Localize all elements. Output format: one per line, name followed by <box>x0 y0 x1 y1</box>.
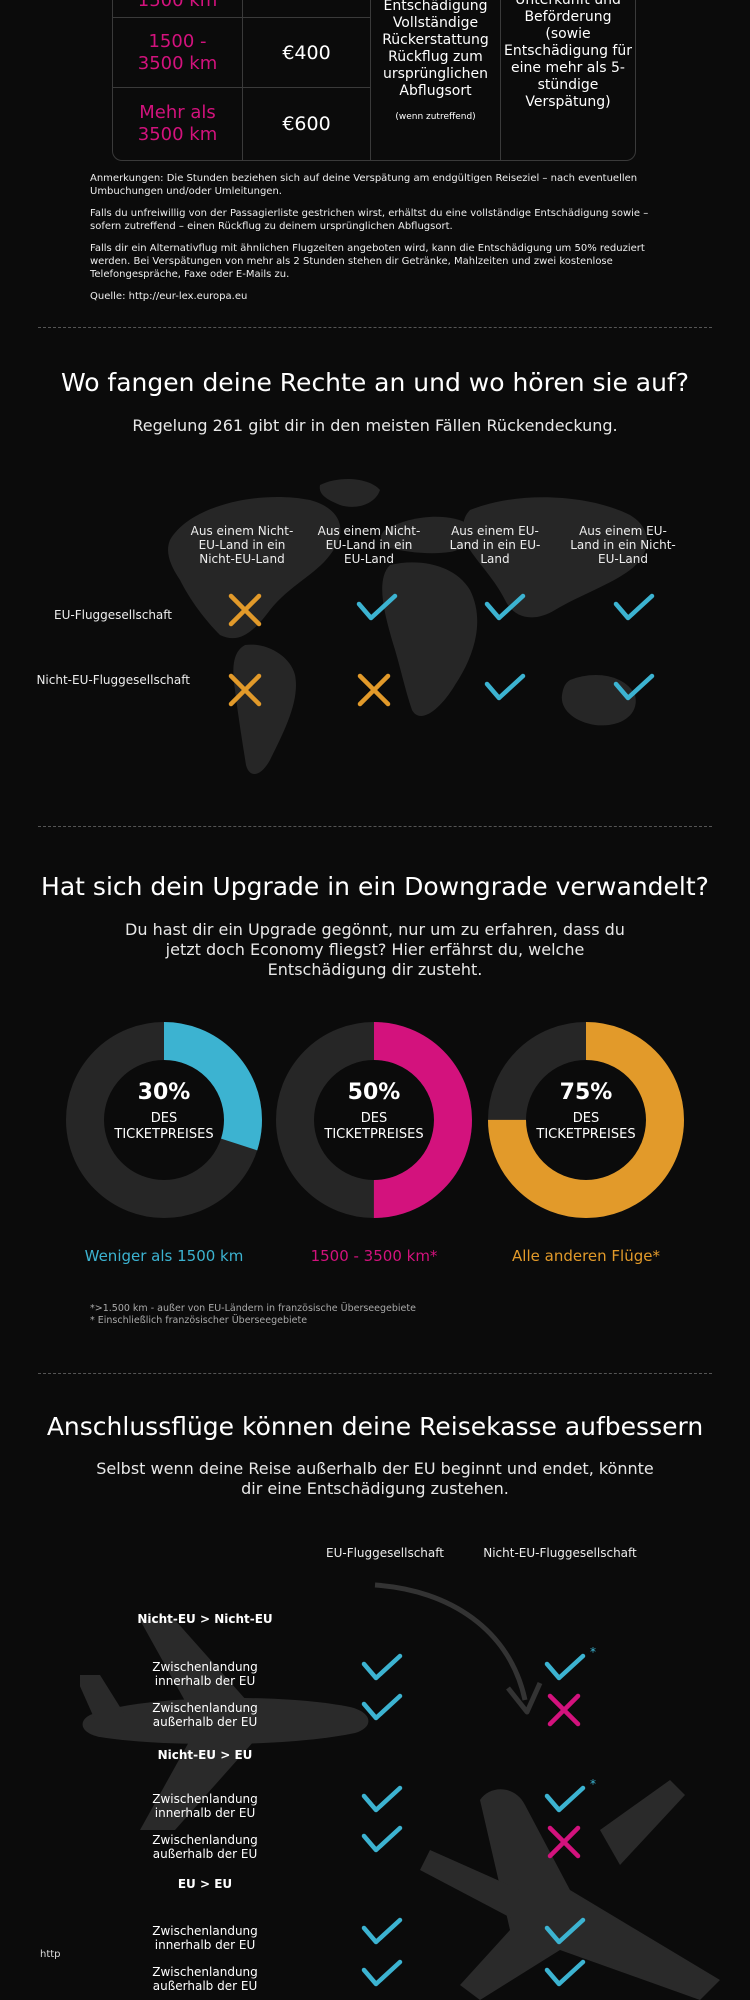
cross-icon <box>547 1825 581 1859</box>
connections-row-label: Zwischenlandung innerhalb der EU <box>152 1924 258 1952</box>
downgrade-title: Hat sich dein Upgrade in ein Downgrade v… <box>41 872 709 901</box>
check-icon <box>544 1917 586 1945</box>
donut-3: 75% DES TICKETPREISES <box>488 1022 684 1218</box>
cross-icon <box>547 1693 581 1727</box>
connections-row-label: Zwischenlandung außerhalb der EU <box>152 1965 258 1993</box>
downgrade-subtitle: Du hast dir ein Upgrade gegönnt, nur um … <box>125 920 625 979</box>
donut-label: TICKETPREISES <box>536 1127 636 1142</box>
table-cell-distance-1: 1500 km <box>113 0 243 18</box>
donut-caption-3: Alle anderen Flüge* <box>512 1247 660 1265</box>
note-source: Quelle: http://eur-lex.europa.eu <box>90 291 248 302</box>
check-icon <box>361 1917 403 1945</box>
donut-des: DES <box>572 1111 600 1126</box>
donut-arc <box>276 1022 472 1218</box>
notes: Anmerkungen: Die Stunden beziehen sich a… <box>90 172 670 303</box>
cross-icon <box>357 673 391 707</box>
donut-des: DES <box>360 1111 388 1126</box>
donut-2: 50% DES TICKETPREISES <box>276 1022 472 1218</box>
divider <box>38 826 712 827</box>
check-icon <box>484 673 526 701</box>
footnote-2: * Einschließlich französischer Überseege… <box>90 1315 308 1326</box>
table-cell-col4: Unterkunft und Beförderung (sowie Entsch… <box>504 0 632 110</box>
table-cell-amount-1 <box>243 0 371 18</box>
connections-subtitle: Selbst wenn deine Reise außerhalb der EU… <box>96 1459 654 1498</box>
check-icon <box>361 1825 403 1853</box>
connections-row-label: Zwischenlandung innerhalb der EU <box>152 1660 258 1688</box>
donut-arc <box>488 1022 684 1218</box>
donut-1: 30% DES TICKETPREISES <box>66 1022 262 1218</box>
footnote-star: * <box>590 1777 596 1791</box>
rights-col-header-4: Aus einem EU-Land in ein Nicht-EU-Land <box>570 524 676 566</box>
table-cell-distance-3: Mehr als 3500 km <box>113 88 243 160</box>
divider <box>38 327 712 328</box>
footnote-star: * <box>590 1645 596 1659</box>
compensation-table: 1500 km Entschädigung Vollständige Rücke… <box>112 0 636 161</box>
donut-caption-1: Weniger als 1500 km <box>84 1247 244 1265</box>
connections-row-label: Zwischenlandung innerhalb der EU <box>152 1792 258 1820</box>
connections-col-non-eu: Nicht-EU-Fluggesellschaft <box>483 1546 637 1560</box>
donut-percent: 50% <box>347 1080 401 1105</box>
donut-ring <box>276 1022 472 1218</box>
connections-title: Anschlussflüge können deine Reisekasse a… <box>46 1412 704 1441</box>
donut-ring <box>488 1022 684 1218</box>
donut-des: DES <box>150 1111 178 1126</box>
connections-row-label: Zwischenlandung außerhalb der EU <box>152 1701 258 1729</box>
rights-row-label-non-eu: Nicht-EU-Fluggesellschaft <box>36 673 190 687</box>
cross-icon <box>228 593 262 627</box>
plane-illustration <box>420 1780 720 2000</box>
footer-http: http <box>40 1949 61 1960</box>
rights-col-header-2: Aus einem Nicht-EU-Land in ein EU-Land <box>317 524 421 566</box>
plane-illustration <box>80 1620 369 1830</box>
table-cell-amount-2: €400 <box>243 18 371 88</box>
note-2: Falls du unfreiwillig von der Passagierl… <box>90 208 649 232</box>
check-icon <box>361 1653 403 1681</box>
rights-subtitle: Regelung 261 gibt dir in den meisten Fäl… <box>132 416 618 435</box>
connections-row-label: Zwischenlandung außerhalb der EU <box>152 1833 258 1861</box>
downgrade-footnotes: *>1.500 km - außer von EU-Ländern in fra… <box>90 1303 590 1327</box>
donut-percent: 75% <box>559 1080 613 1105</box>
cross-icon <box>228 673 262 707</box>
table-cell-col3: Entschädigung Vollständige Rückerstattun… <box>371 0 501 160</box>
check-icon <box>544 1653 586 1681</box>
check-icon <box>544 1785 586 1813</box>
note-1: Anmerkungen: Die Stunden beziehen sich a… <box>90 173 638 197</box>
divider <box>38 1373 712 1374</box>
check-icon <box>484 593 526 621</box>
note-3: Falls dir ein Alternativflug mit ähnlich… <box>90 243 645 280</box>
donut-ring <box>66 1022 262 1218</box>
donut-arc <box>66 1022 262 1218</box>
rights-col-header-3: Aus einem EU-Land in ein EU-Land <box>449 524 541 566</box>
check-icon <box>544 1959 586 1987</box>
check-icon <box>361 1785 403 1813</box>
connections-col-eu: EU-Fluggesellschaft <box>326 1546 444 1560</box>
check-icon <box>361 1959 403 1987</box>
rights-col-header-1: Aus einem Nicht-EU-Land in ein Nicht-EU-… <box>190 524 294 566</box>
curved-arrow-icon <box>374 1582 543 1715</box>
check-icon <box>613 593 655 621</box>
donut-label: TICKETPREISES <box>324 1127 424 1142</box>
check-icon <box>361 1693 403 1721</box>
world-map-illustration <box>168 478 647 775</box>
donut-label: TICKETPREISES <box>114 1127 214 1142</box>
connections-group-title: Nicht-EU > Nicht-EU <box>137 1612 273 1626</box>
connections-group-title: Nicht-EU > EU <box>157 1748 253 1762</box>
table-cell-distance-2: 1500 - 3500 km <box>113 18 243 88</box>
rights-title: Wo fangen deine Rechte an und wo hören s… <box>60 368 690 397</box>
footnote-1: *>1.500 km - außer von EU-Ländern in fra… <box>90 1303 416 1314</box>
rights-row-label-eu: EU-Fluggesellschaft <box>54 608 172 622</box>
check-icon <box>356 593 398 621</box>
donut-percent: 30% <box>137 1080 191 1105</box>
table-cell-amount-3: €600 <box>243 88 371 160</box>
check-icon <box>613 673 655 701</box>
donut-caption-2: 1500 - 3500 km* <box>310 1247 438 1265</box>
connections-group-title: EU > EU <box>177 1877 233 1891</box>
